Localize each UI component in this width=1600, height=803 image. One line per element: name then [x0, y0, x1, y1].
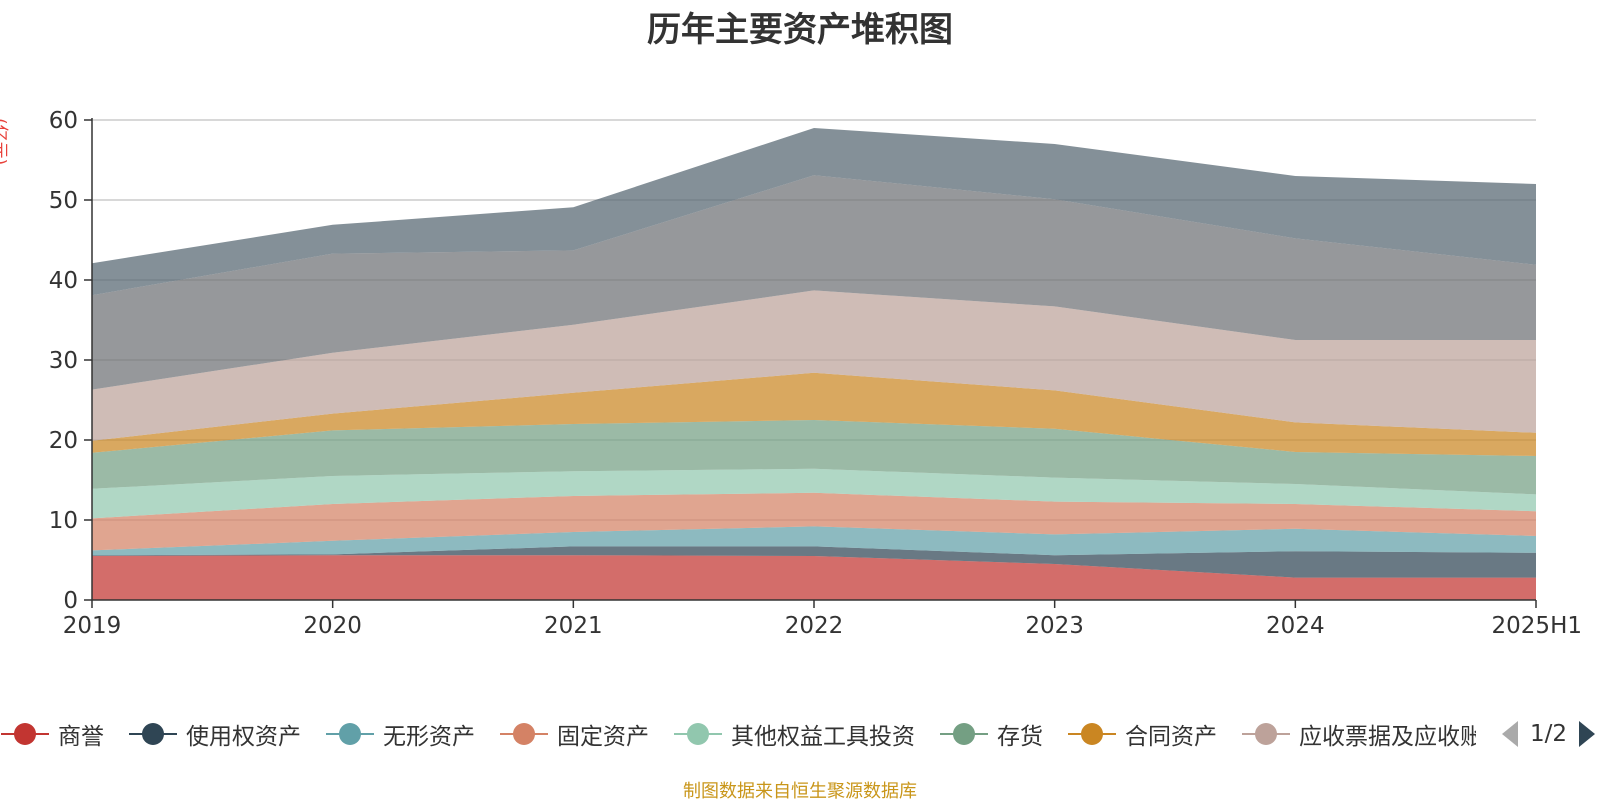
legend-marker-icon — [1242, 723, 1290, 745]
legend-item[interactable]: 存货 — [939, 712, 1043, 756]
x-tick-label: 2020 — [303, 613, 362, 639]
legend-label: 使用权资产 — [186, 724, 301, 750]
area-无形资产 — [92, 526, 1536, 556]
x-tick-label: 2021 — [544, 613, 603, 639]
y-tick-label: 60 — [49, 108, 78, 134]
legend-marker-icon — [1068, 723, 1116, 745]
legend-marker-icon — [129, 723, 177, 745]
x-tick-label: 2025H1 — [1492, 613, 1582, 639]
legend-marker-icon — [940, 723, 988, 745]
area-固定资产 — [92, 492, 1536, 551]
legend-item[interactable]: 商誉 — [0, 712, 104, 756]
x-tick-label: 2023 — [1025, 613, 1084, 639]
x-tick-label: 2024 — [1266, 613, 1325, 639]
area-应收票据及应收账款 — [92, 290, 1536, 441]
chart-title: 历年主要资产堆积图 — [647, 10, 953, 50]
legend-marker-icon — [1, 723, 49, 745]
legend-pager: 1/2 — [1500, 712, 1597, 756]
prev-page-icon[interactable] — [1500, 719, 1520, 749]
legend-label: 合同资产 — [1125, 724, 1217, 750]
legend-label: 存货 — [997, 724, 1043, 750]
legend-items: 商誉使用权资产无形资产固定资产其他权益工具投资存货合同资产应收票据及应收账款货币… — [0, 712, 1476, 756]
legend-marker-icon — [326, 723, 374, 745]
stacked-area-chart: 0 10 20 30 40 50 60 2019 2020 2021 2022 2023 2024 202… — [49, 108, 1582, 639]
y-axis-unit: (亿元) — [0, 118, 9, 166]
legend-label: 固定资产 — [557, 724, 649, 750]
area-商誉 — [92, 555, 1536, 600]
legend-item[interactable]: 无形资产 — [325, 712, 475, 756]
axes: 0 10 20 30 40 50 60 2019 2020 2021 2022 2023 2024 202… — [49, 108, 1582, 639]
area-合同资产 — [92, 372, 1536, 456]
legend-item[interactable]: 使用权资产 — [128, 712, 301, 756]
legend: 商誉使用权资产无形资产固定资产其他权益工具投资存货合同资产应收票据及应收账款货币… — [0, 712, 1600, 756]
legend-marker-icon — [500, 723, 548, 745]
legend-label: 商誉 — [58, 724, 104, 750]
legend-item[interactable]: 其他权益工具投资 — [673, 712, 915, 756]
pager-text: 1/2 — [1530, 721, 1568, 747]
area-使用权资产 — [92, 546, 1536, 578]
legend-label: 无形资产 — [383, 724, 475, 750]
y-tick-label: 50 — [49, 188, 78, 214]
area-其他权益工具投资 — [92, 468, 1536, 519]
y-tick-label: 30 — [49, 348, 78, 374]
legend-label: 应收票据及应收账款 — [1299, 724, 1476, 750]
x-tick-label: 2019 — [63, 613, 122, 639]
legend-item[interactable]: 应收票据及应收账款 — [1241, 712, 1476, 756]
area-layer — [92, 128, 1536, 600]
legend-marker-icon — [674, 723, 722, 745]
y-tick-label: 20 — [49, 428, 78, 454]
area-其他 — [92, 128, 1536, 296]
legend-label: 其他权益工具投资 — [731, 724, 915, 750]
y-tick-label: 40 — [49, 268, 78, 294]
y-tick-label: 0 — [63, 588, 78, 614]
source-note: 制图数据来自恒生聚源数据库 — [683, 781, 917, 802]
legend-item[interactable]: 固定资产 — [499, 712, 649, 756]
y-tick-label: 10 — [49, 508, 78, 534]
x-tick-label: 2022 — [785, 613, 844, 639]
area-存货 — [92, 420, 1536, 495]
area-货币资金 — [92, 175, 1536, 390]
next-page-icon[interactable] — [1577, 719, 1597, 749]
legend-item[interactable]: 合同资产 — [1067, 712, 1217, 756]
